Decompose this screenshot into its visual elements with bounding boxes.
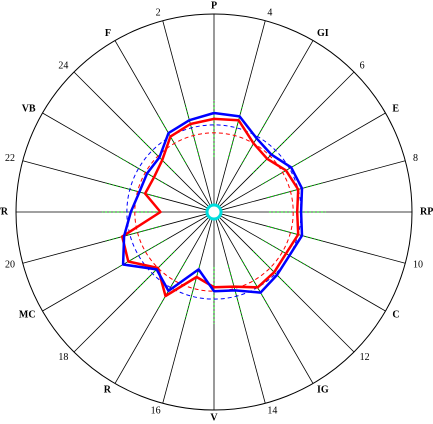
- spoke-guide: [241, 114, 271, 165]
- spoke-guide: [227, 103, 244, 160]
- axis-label: 2: [156, 7, 161, 18]
- spoke-guide: [105, 182, 162, 199]
- center-ring: [205, 203, 223, 221]
- axis-label: 22: [5, 153, 15, 164]
- spoke-guide: [134, 250, 176, 292]
- axis-label: 4: [267, 7, 272, 18]
- axis-label: VB: [22, 103, 36, 114]
- series-polygon: [120, 117, 300, 298]
- spoke-guide: [252, 250, 294, 292]
- axis-label: TR: [0, 206, 9, 217]
- axis-label: 12: [360, 352, 370, 363]
- spoke-guide: [116, 155, 167, 185]
- axis-label: IG: [317, 385, 329, 396]
- axis-label: 10: [413, 260, 423, 271]
- spoke-guide: [134, 132, 176, 174]
- axis-label: MC: [19, 309, 36, 320]
- axis-label: 8: [413, 153, 418, 164]
- axis-label: R: [104, 385, 112, 396]
- axis-label: F: [105, 28, 111, 39]
- axis-label: 18: [58, 352, 68, 363]
- spoke-guide: [241, 259, 271, 310]
- axis-label: 14: [267, 405, 277, 416]
- axis-label: E: [392, 103, 399, 114]
- axis-label: GI: [317, 28, 329, 39]
- spoke-guide: [116, 239, 167, 269]
- spoke-guide: [184, 264, 201, 321]
- spoke-guide: [266, 182, 323, 199]
- axis-label: 20: [5, 260, 15, 271]
- spoke-guide: [184, 103, 201, 160]
- axis-label: 16: [151, 405, 161, 416]
- axis-label: V: [210, 412, 218, 423]
- spoke-guide: [105, 225, 162, 242]
- series-polygon: [121, 111, 304, 294]
- reference-ring: [134, 132, 294, 292]
- axis-label: 6: [360, 61, 365, 72]
- axis-label: P: [211, 0, 217, 11]
- axis-label: C: [392, 309, 399, 320]
- spoke-guide: [227, 264, 244, 321]
- axis-label: RP: [420, 206, 433, 217]
- axis-label: 24: [58, 61, 68, 72]
- spoke-guide: [157, 114, 187, 165]
- spoke-guide: [157, 259, 187, 310]
- spoke-guide: [252, 132, 294, 174]
- spoke-guide: [266, 225, 323, 242]
